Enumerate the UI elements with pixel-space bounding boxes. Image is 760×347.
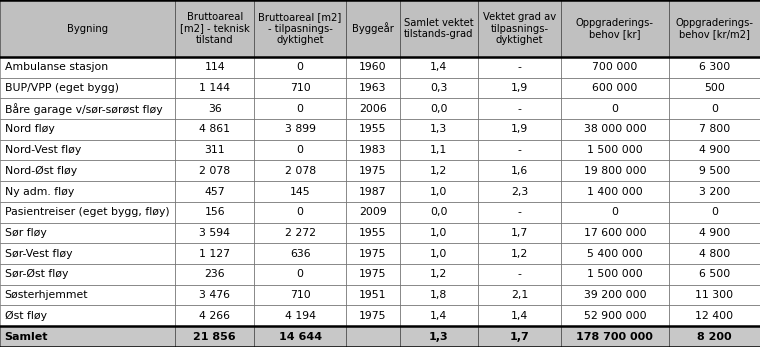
Bar — [669, 264, 760, 285]
Text: 1951: 1951 — [359, 290, 387, 300]
Bar — [255, 160, 346, 181]
Text: Nord-Vest fløy: Nord-Vest fløy — [5, 145, 81, 155]
Bar — [669, 285, 760, 305]
Text: 3 476: 3 476 — [199, 290, 230, 300]
Text: 6 500: 6 500 — [698, 269, 730, 279]
Bar — [561, 0, 669, 57]
Text: 1,4: 1,4 — [430, 311, 448, 321]
Text: 0: 0 — [611, 207, 619, 217]
Text: Ambulanse stasjon: Ambulanse stasjon — [5, 62, 108, 72]
Bar — [669, 57, 760, 78]
Bar — [175, 0, 255, 57]
Bar — [346, 222, 400, 243]
Text: Sør fløy: Sør fløy — [5, 228, 46, 238]
Text: 1963: 1963 — [359, 83, 387, 93]
Text: 0: 0 — [611, 104, 619, 114]
Text: 0: 0 — [296, 104, 303, 114]
Bar — [175, 57, 255, 78]
Text: 710: 710 — [290, 83, 311, 93]
Bar — [175, 222, 255, 243]
Bar — [175, 181, 255, 202]
Bar — [0, 160, 175, 181]
Text: Sør-Vest fløy: Sør-Vest fløy — [5, 248, 72, 259]
Text: 1955: 1955 — [359, 125, 387, 134]
Text: 1,9: 1,9 — [511, 83, 528, 93]
Text: 3 899: 3 899 — [284, 125, 315, 134]
Bar — [346, 243, 400, 264]
Text: 2 078: 2 078 — [284, 166, 315, 176]
Text: -: - — [518, 62, 521, 72]
Bar — [346, 57, 400, 78]
Bar — [175, 243, 255, 264]
Text: 1987: 1987 — [359, 186, 387, 196]
Bar — [0, 119, 175, 140]
Text: -: - — [518, 207, 521, 217]
Bar — [561, 99, 669, 119]
Bar — [0, 222, 175, 243]
Bar — [478, 305, 561, 326]
Bar — [175, 305, 255, 326]
Bar — [561, 222, 669, 243]
Text: 2009: 2009 — [359, 207, 387, 217]
Text: 1960: 1960 — [359, 62, 387, 72]
Bar — [255, 181, 346, 202]
Text: 311: 311 — [204, 145, 225, 155]
Text: 0: 0 — [296, 62, 303, 72]
Text: 1,0: 1,0 — [430, 248, 448, 259]
Text: -: - — [518, 269, 521, 279]
Bar — [255, 140, 346, 160]
Bar — [561, 202, 669, 222]
Text: Båre garage v/sør-sørøst fløy: Båre garage v/sør-sørøst fløy — [5, 103, 162, 115]
Text: 8 200: 8 200 — [697, 331, 732, 341]
Text: 0: 0 — [296, 207, 303, 217]
Text: 1,4: 1,4 — [511, 311, 528, 321]
Bar — [175, 202, 255, 222]
Text: 39 200 000: 39 200 000 — [584, 290, 646, 300]
Bar — [669, 222, 760, 243]
Text: 0,3: 0,3 — [430, 83, 448, 93]
Text: 1,0: 1,0 — [430, 186, 448, 196]
Text: 1 144: 1 144 — [199, 83, 230, 93]
Text: 5 400 000: 5 400 000 — [587, 248, 643, 259]
Bar — [478, 181, 561, 202]
Bar — [478, 326, 561, 347]
Text: -: - — [518, 145, 521, 155]
Text: 4 194: 4 194 — [284, 311, 315, 321]
Bar — [346, 285, 400, 305]
Text: 52 900 000: 52 900 000 — [584, 311, 646, 321]
Bar — [255, 99, 346, 119]
Text: 4 861: 4 861 — [199, 125, 230, 134]
Text: 0,0: 0,0 — [430, 207, 448, 217]
Bar — [175, 285, 255, 305]
Bar — [478, 140, 561, 160]
Bar — [0, 57, 175, 78]
Bar — [669, 78, 760, 99]
Text: 19 800 000: 19 800 000 — [584, 166, 646, 176]
Text: 11 300: 11 300 — [695, 290, 733, 300]
Text: 1,8: 1,8 — [430, 290, 448, 300]
Bar — [0, 140, 175, 160]
Text: Pasientreiser (eget bygg, fløy): Pasientreiser (eget bygg, fløy) — [5, 207, 169, 217]
Bar — [400, 78, 478, 99]
Text: 1,3: 1,3 — [430, 125, 448, 134]
Text: 1,6: 1,6 — [511, 166, 528, 176]
Text: 4 800: 4 800 — [698, 248, 730, 259]
Bar — [478, 264, 561, 285]
Text: Bruttoareal [m2]
- tilpasnings-
dyktighet: Bruttoareal [m2] - tilpasnings- dyktighe… — [258, 12, 342, 45]
Text: 4 900: 4 900 — [698, 228, 730, 238]
Bar — [478, 160, 561, 181]
Text: -: - — [518, 104, 521, 114]
Text: Samlet: Samlet — [5, 331, 48, 341]
Text: Nord-Øst fløy: Nord-Øst fløy — [5, 166, 77, 176]
Bar — [346, 140, 400, 160]
Text: 1,9: 1,9 — [511, 125, 528, 134]
Bar — [255, 326, 346, 347]
Text: 1975: 1975 — [359, 248, 387, 259]
Bar — [346, 326, 400, 347]
Bar — [346, 264, 400, 285]
Text: 1,4: 1,4 — [430, 62, 448, 72]
Text: 4 266: 4 266 — [199, 311, 230, 321]
Bar — [175, 264, 255, 285]
Bar — [346, 305, 400, 326]
Text: Ny adm. fløy: Ny adm. fløy — [5, 186, 74, 196]
